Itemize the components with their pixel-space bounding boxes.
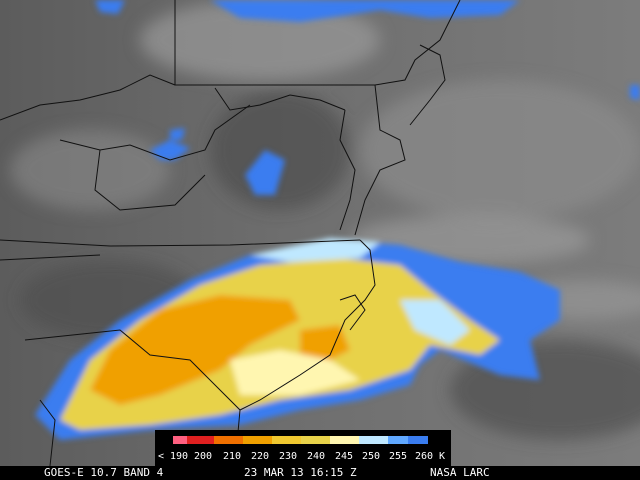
colorbar-label: 220 — [251, 451, 269, 462]
colorbar-scale — [173, 436, 428, 444]
storm-system — [35, 238, 560, 440]
cold-cloud-tops — [95, 0, 640, 195]
colorbar-label: 200 — [194, 451, 212, 462]
footer-background — [0, 466, 640, 480]
colorbar-label: 210 — [223, 451, 241, 462]
state-borders — [0, 0, 461, 467]
footer: GOES-E 10.7 BAND 4 23 MAR 13 16:15 Z NAS… — [0, 466, 640, 480]
satellite-label: GOES-E 10.7 BAND 4 — [44, 466, 164, 479]
timestamp: 23 MAR 13 16:15 Z — [244, 466, 357, 479]
colorbar-label: 245 — [335, 451, 353, 462]
colorbar-label: 255 — [389, 451, 407, 462]
colorbar-label: 250 — [362, 451, 380, 462]
colorbar-label: < 190 — [158, 451, 188, 462]
source-label: NASA LARC — [430, 466, 490, 479]
colorbar-label: 230 — [279, 451, 297, 462]
colorbar: < 190 200 210 220 230 240 245 250 255 26… — [155, 430, 451, 466]
colorbar-label: 260 K — [415, 451, 445, 462]
colorbar-label: 240 — [307, 451, 325, 462]
